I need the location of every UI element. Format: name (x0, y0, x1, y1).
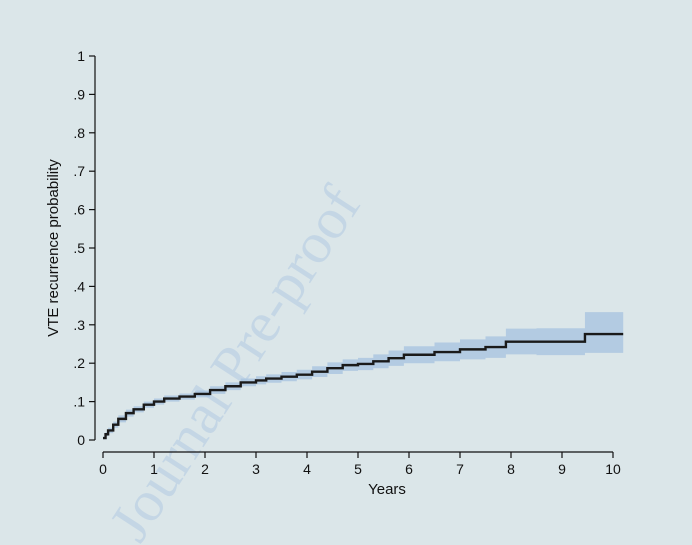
y-tick-label: .5 (73, 240, 85, 256)
confidence-band-layer (103, 312, 624, 440)
y-tick-label: .7 (73, 163, 85, 179)
confidence-band (103, 312, 624, 440)
axes-layer: 0.1.2.3.4.5.6.7.8.910 1 2 3 4 5 6 7 8 9 10 (73, 48, 621, 477)
y-tick-label: .2 (73, 355, 85, 371)
x-tick-label: 2 (201, 461, 209, 477)
y-tick-label: .3 (73, 317, 85, 333)
y-tick-label: 1 (77, 48, 85, 64)
y-tick-label: .8 (73, 125, 85, 141)
x-tick-label: 3 (252, 461, 260, 477)
y-tick-label: .1 (73, 394, 85, 410)
x-tick-label: 9 (558, 461, 566, 477)
x-tick-label: 8 (507, 461, 515, 477)
km-line-layer (103, 332, 624, 440)
km-step-line (103, 332, 624, 440)
y-tick-label: .6 (73, 202, 85, 218)
x-tick-label: 4 (303, 461, 311, 477)
x-tick-label: 10 (605, 461, 621, 477)
y-tick-label: 0 (77, 432, 85, 448)
x-tick-label: 5 (354, 461, 362, 477)
x-tick-label: 0 (99, 461, 107, 477)
x-axis-title: Years (368, 481, 406, 498)
y-tick-label: .9 (73, 86, 85, 102)
x-tick-label: 6 (405, 461, 413, 477)
y-tick-label: .4 (73, 278, 85, 294)
y-axis-title: VTE recurrence probability (45, 159, 62, 337)
x-tick-label: 7 (456, 461, 464, 477)
watermark-text: Journal Pre-proof (96, 174, 373, 545)
x-tick-label: 1 (150, 461, 158, 477)
